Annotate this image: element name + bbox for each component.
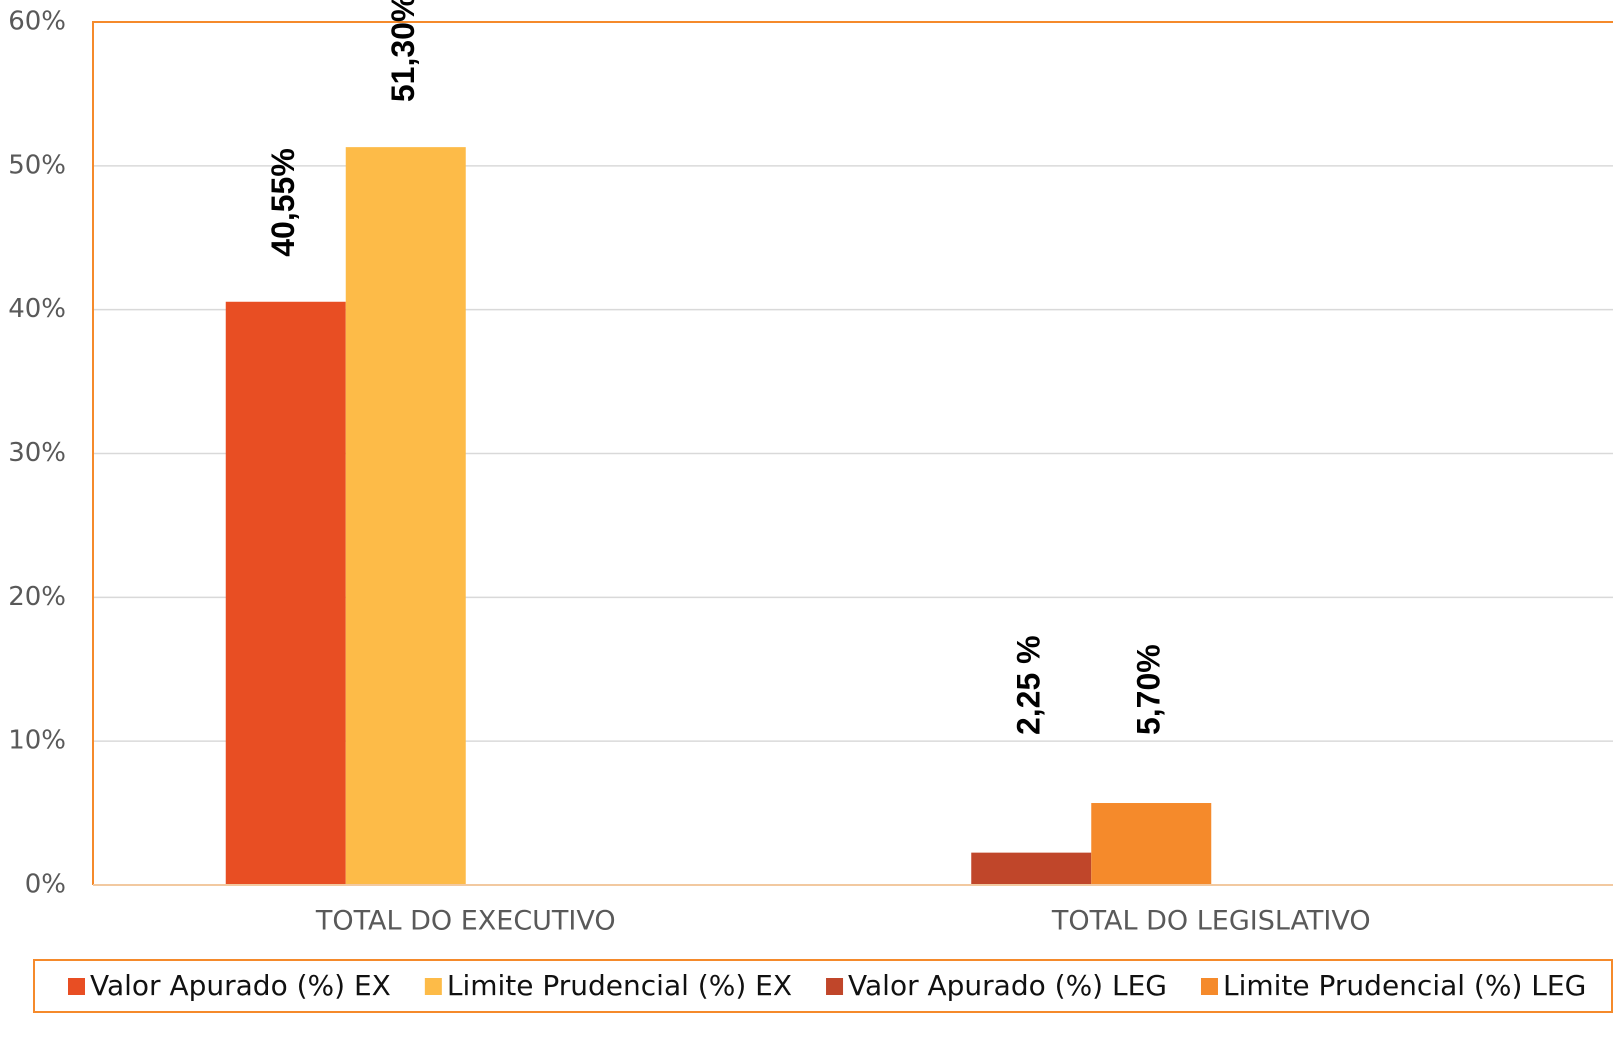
legend-label: Valor Apurado (%) LEG: [848, 969, 1167, 1002]
data-label: 40,55%: [265, 148, 301, 257]
legend-box: [33, 959, 1613, 1013]
y-tick-label: 20%: [8, 582, 66, 612]
bar: [971, 852, 1092, 885]
y-tick-label: 40%: [8, 294, 66, 324]
bar: [345, 147, 466, 885]
plot-frame: [92, 21, 1613, 885]
legend-label: Valor Apurado (%) EX: [90, 969, 391, 1002]
y-tick-label: 50%: [8, 150, 66, 180]
y-tick-label: 30%: [8, 438, 66, 468]
legend-swatch: [424, 978, 442, 995]
legend-label: Limite Prudencial (%) EX: [447, 969, 792, 1002]
bar: [225, 301, 346, 885]
legend-swatch: [68, 978, 85, 995]
legend-swatch: [826, 978, 844, 995]
data-label: 5,70%: [1131, 644, 1167, 735]
y-tick-label: 10%: [8, 726, 66, 756]
y-tick-label: 0%: [25, 870, 66, 900]
y-tick-label: 60%: [8, 7, 66, 37]
x-tick-label: TOTAL DO EXECUTIVO: [315, 906, 616, 937]
legend-swatch: [1200, 978, 1218, 995]
x-tick-label: TOTAL DO LEGISLATIVO: [1051, 906, 1371, 937]
bar: [1091, 803, 1212, 885]
legend-label: Limite Prudencial (%) LEG: [1223, 969, 1586, 1002]
data-label: 51,30%: [385, 0, 421, 102]
data-label: 2,25 %: [1011, 635, 1047, 735]
